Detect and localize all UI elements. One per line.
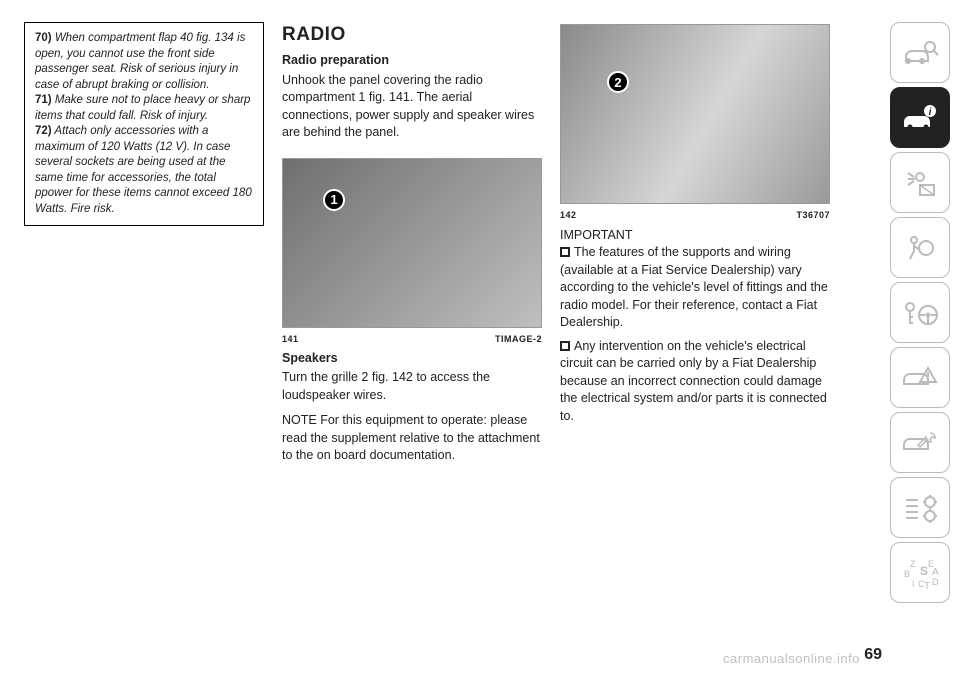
- car-warning-icon: [900, 358, 940, 398]
- car-search-icon: [900, 33, 940, 73]
- car-service-icon: [900, 423, 940, 463]
- manual-page: 70) When compartment flap 40 fig. 134 is…: [0, 0, 960, 678]
- tab-key-wheel[interactable]: [890, 282, 950, 343]
- column-right: 2 142 T36707 IMPORTANT The features of t…: [560, 22, 830, 642]
- callout-2: 2: [607, 71, 629, 93]
- callout-1: 1: [323, 189, 345, 211]
- speakers-text: Turn the grille 2 fig. 142 to access the…: [282, 369, 542, 404]
- important-text: Any intervention on the vehicle's electr…: [560, 339, 827, 423]
- warning-item: 72) Attach only accessories with a maxim…: [35, 124, 253, 217]
- figure-number: 141: [282, 334, 299, 344]
- page-number: 69: [864, 646, 882, 664]
- tab-car-service[interactable]: [890, 412, 950, 473]
- radio-prep-text: Unhook the panel covering the radio comp…: [282, 72, 542, 142]
- important-title: IMPORTANT: [560, 228, 830, 242]
- tab-airbag[interactable]: [890, 217, 950, 278]
- important-block: IMPORTANT The features of the supports a…: [560, 228, 830, 425]
- warning-text: Attach only accessories with a maximum o…: [35, 125, 252, 215]
- column-left: 70) When compartment flap 40 fig. 134 is…: [24, 22, 264, 642]
- svg-text:T: T: [924, 581, 930, 592]
- speakers-body: Speakers Turn the grille 2 fig. 142 to a…: [282, 350, 542, 465]
- dashboard-light-icon: [900, 163, 940, 203]
- subheading-radio-prep: Radio preparation: [282, 52, 542, 70]
- warning-text: Make sure not to place heavy or sharp it…: [35, 94, 250, 122]
- tab-dashboard-light[interactable]: [890, 152, 950, 213]
- svg-text:B: B: [904, 569, 910, 579]
- key-wheel-icon: [900, 293, 940, 333]
- warning-index: 71): [35, 94, 52, 106]
- subheading-speakers: Speakers: [282, 350, 542, 368]
- alphabet-index-icon: Z E B S A I C T D: [900, 553, 940, 593]
- figure-141-caption: 141 TIMAGE-2: [282, 334, 542, 344]
- car-info-icon: i: [900, 98, 940, 138]
- warning-item: 71) Make sure not to place heavy or shar…: [35, 93, 253, 124]
- settings-list-icon: [900, 488, 940, 528]
- side-tabs: i Z E B S A I C T: [890, 22, 950, 607]
- tab-car-warning[interactable]: [890, 347, 950, 408]
- bullet-icon: [560, 341, 570, 351]
- watermark: carmanualsonline.info: [723, 651, 860, 666]
- warning-index: 70): [35, 32, 52, 44]
- svg-text:i: i: [929, 107, 932, 118]
- svg-text:S: S: [920, 564, 928, 578]
- svg-text:D: D: [932, 577, 939, 587]
- tab-alphabet-index[interactable]: Z E B S A I C T D: [890, 542, 950, 603]
- warning-index: 72): [35, 125, 52, 137]
- figure-142: 2: [560, 24, 830, 204]
- svg-text:Z: Z: [910, 559, 916, 569]
- tab-car-info[interactable]: i: [890, 87, 950, 148]
- important-text: The features of the supports and wiring …: [560, 245, 828, 329]
- column-middle: RADIO Radio preparation Unhook the panel…: [282, 22, 542, 642]
- warning-box: 70) When compartment flap 40 fig. 134 is…: [24, 22, 264, 226]
- content-columns: 70) When compartment flap 40 fig. 134 is…: [24, 22, 948, 642]
- svg-text:I: I: [912, 579, 915, 589]
- important-para: Any intervention on the vehicle's electr…: [560, 338, 830, 426]
- tab-car-search[interactable]: [890, 22, 950, 83]
- figure-code: TIMAGE-2: [495, 334, 542, 344]
- figure-code: T36707: [796, 210, 830, 220]
- figure-142-caption: 142 T36707: [560, 210, 830, 220]
- warning-text: When compartment flap 40 fig. 134 is ope…: [35, 32, 245, 91]
- airbag-icon: [900, 228, 940, 268]
- figure-number: 142: [560, 210, 577, 220]
- warning-item: 70) When compartment flap 40 fig. 134 is…: [35, 31, 253, 93]
- note-text: NOTE For this equipment to operate: plea…: [282, 412, 542, 465]
- figure-141: 1: [282, 158, 542, 328]
- section-heading-radio: RADIO: [282, 24, 542, 46]
- tab-settings-list[interactable]: [890, 477, 950, 538]
- bullet-icon: [560, 247, 570, 257]
- radio-body: Radio preparation Unhook the panel cover…: [282, 52, 542, 142]
- important-para: The features of the supports and wiring …: [560, 244, 830, 332]
